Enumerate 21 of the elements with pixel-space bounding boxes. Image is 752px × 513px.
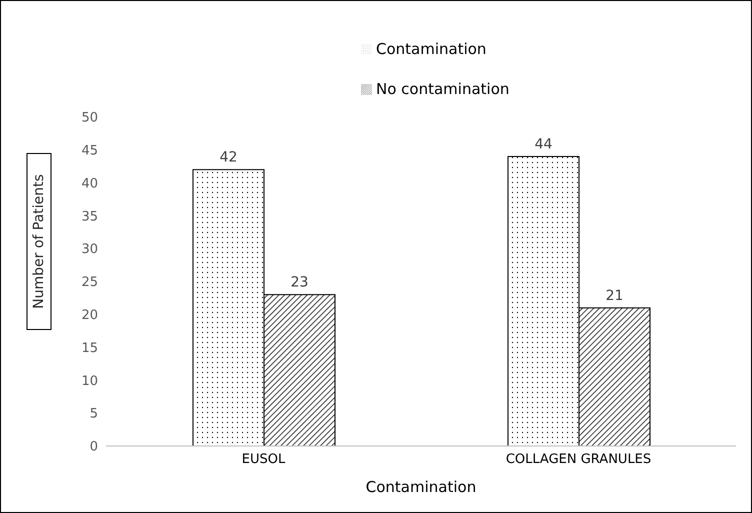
x-tick-label: COLLAGEN GRANULES — [506, 452, 652, 468]
y-tick-label: 5 — [90, 406, 98, 422]
y-axis-title: Number of Patients — [31, 174, 47, 309]
y-tick-label: 30 — [81, 242, 98, 258]
legend-label: No contamination — [376, 80, 510, 98]
y-tick-label: 25 — [81, 275, 98, 290]
y-tick-label: 45 — [81, 144, 98, 159]
data-label: 44 — [534, 136, 552, 152]
x-tick-label: EUSOL — [242, 452, 286, 468]
y-tick-label: 35 — [81, 209, 98, 224]
x-axis-title: Contamination — [366, 478, 476, 496]
y-tick-label: 50 — [81, 110, 98, 126]
data-label: 23 — [290, 274, 308, 291]
y-tick-label: 15 — [81, 340, 98, 356]
y-tick-label: 10 — [81, 374, 98, 389]
data-label: 42 — [220, 150, 238, 166]
y-tick-label: 0 — [90, 440, 98, 455]
legend-label: Contamination — [376, 40, 486, 58]
y-tick-label: 20 — [81, 308, 98, 324]
data-label: 21 — [606, 288, 624, 304]
y-tick-label: 40 — [81, 176, 98, 192]
